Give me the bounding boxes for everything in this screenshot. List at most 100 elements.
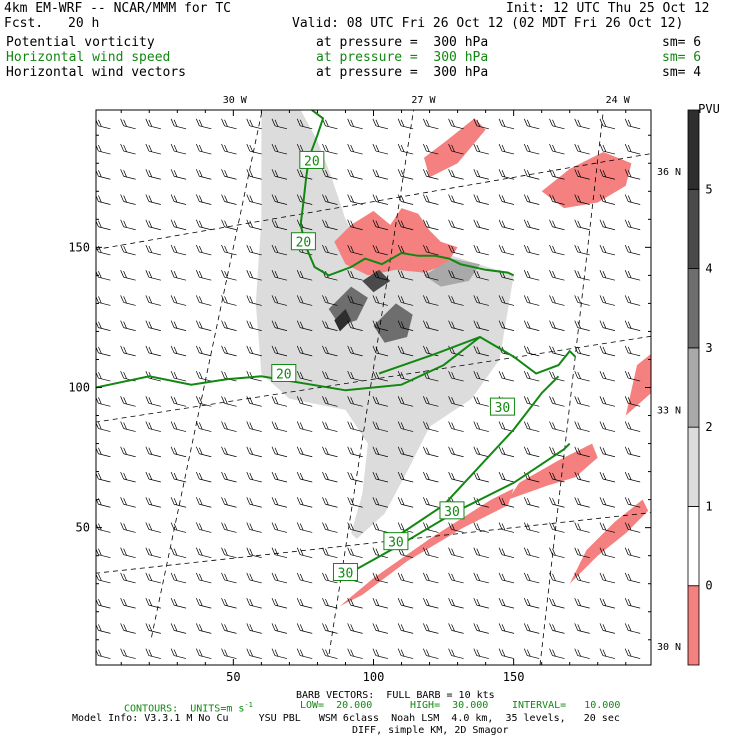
- contour-label-5: 30: [388, 536, 404, 551]
- wind-barb-24: [120, 597, 136, 609]
- wind-barb-21: [96, 119, 111, 130]
- wind-barb-167: [271, 320, 288, 331]
- wind-barb-421: [574, 572, 590, 584]
- wind-barb-26: [120, 547, 136, 559]
- wind-barb-199: [322, 623, 338, 634]
- wind-barb-242: [372, 648, 388, 659]
- pv-region-10: [373, 303, 413, 343]
- wind-barb-269: [397, 522, 414, 533]
- pv-region-3: [508, 443, 598, 500]
- wind-barb-248: [372, 497, 388, 508]
- wind-barb-319: [448, 370, 464, 382]
- wind-barb-330: [473, 648, 489, 659]
- wind-barb-56: [145, 345, 161, 357]
- wind-barb-169: [271, 270, 288, 281]
- contour-units: CONTOURS: UNITS=m s-1: [124, 700, 253, 714]
- wind-barb-342: [473, 345, 489, 357]
- wind-barb-58: [145, 295, 161, 306]
- wind-barb-129: [221, 169, 237, 180]
- wind-barb-25: [120, 572, 136, 584]
- model-info: Model Info: V3.3.1 M No Cu YSU PBL WSM 6…: [72, 713, 620, 724]
- wind-barb-200: [322, 597, 338, 609]
- wind-barb-28: [120, 497, 136, 508]
- wind-barb-160: [271, 497, 288, 508]
- wind-barb-27: [120, 522, 136, 533]
- graticule-line-3: [96, 153, 651, 250]
- contour-label-0: 20: [304, 154, 320, 169]
- wind-barb-277: [397, 320, 414, 331]
- wind-barb-417: [549, 118, 565, 130]
- wind-barb-138: [246, 497, 262, 508]
- wind-barb-468: [624, 497, 641, 508]
- contour-label-box-5: [383, 532, 409, 551]
- wind-barb-94: [195, 497, 212, 508]
- wind-barb-254: [372, 345, 388, 357]
- wind-barb-59: [145, 270, 161, 281]
- wind-barb-469: [624, 471, 641, 483]
- wind-barb-270: [397, 497, 414, 508]
- contour-label-box-0: [299, 150, 325, 169]
- wind-barb-35: [120, 320, 136, 331]
- wind-barb-209: [322, 370, 338, 382]
- wind-barb-335: [473, 522, 489, 533]
- wind-barb-230: [347, 396, 363, 407]
- wind-barb-4: [96, 548, 111, 559]
- wind-barb-131: [221, 118, 237, 130]
- wind-barb-161: [271, 471, 288, 483]
- wind-barb-162: [271, 446, 288, 458]
- wind-barb-77: [170, 370, 187, 382]
- wind-barb-241: [347, 118, 363, 130]
- wind-barb-334: [473, 547, 489, 559]
- wind-barb-416: [549, 143, 565, 155]
- field-level-pv: at pressure = 300 hPa: [316, 35, 489, 50]
- wind-barb-229: [347, 421, 363, 432]
- wind-barb-386: [523, 345, 540, 357]
- wind-barb-84: [170, 194, 187, 205]
- wind-barb-412: [549, 244, 565, 256]
- wind-barb-346: [473, 244, 489, 256]
- pv-region-11: [362, 269, 391, 293]
- wind-barb-252: [372, 396, 388, 407]
- wind-barb-16: [96, 245, 111, 256]
- wind-barb-109: [195, 118, 212, 130]
- wind-barb-380: [523, 497, 540, 508]
- wind-barb-132: [246, 648, 262, 659]
- wind-barb-164: [271, 396, 288, 407]
- wind-barb-102: [195, 295, 212, 306]
- contour-label-box-3: [489, 397, 515, 416]
- wind-barb-116: [221, 497, 237, 508]
- wind-barb-14: [96, 295, 111, 306]
- wind-barb-347: [473, 219, 489, 231]
- wind-barb-337: [473, 471, 489, 483]
- wind-barb-107: [195, 169, 212, 180]
- wind-barb-353: [498, 623, 515, 634]
- wind-barb-393: [523, 169, 540, 180]
- colorbar-tick-3: 3: [705, 341, 712, 355]
- wind-barb-274: [397, 396, 414, 407]
- wind-barb-405: [549, 421, 565, 432]
- wind-barb-436: [574, 194, 590, 205]
- wind-barb-440: [599, 648, 616, 659]
- wind-barb-326: [448, 194, 464, 205]
- wind-barb-479: [624, 219, 641, 231]
- y-tick-label-150: 150: [68, 240, 90, 254]
- wind-barb-394: [523, 143, 540, 155]
- wind-barb-178: [296, 597, 313, 609]
- wind-barb-19: [96, 169, 111, 180]
- wind-barb-452: [599, 345, 616, 357]
- wind-barb-73: [170, 471, 187, 483]
- colorbar-band-5: [687, 188, 700, 269]
- wind-barb-316: [448, 446, 464, 458]
- wind-barb-173: [271, 169, 288, 180]
- wind-barb-238: [347, 194, 363, 205]
- wind-barb-266: [397, 597, 414, 609]
- wind-barb-377: [523, 572, 540, 584]
- field-level-wind-vectors: at pressure = 300 hPa: [316, 65, 489, 80]
- wind-barb-338: [473, 446, 489, 458]
- wind-barb-71: [170, 522, 187, 533]
- wind-barb-339: [473, 421, 489, 432]
- wind-barb-317: [448, 421, 464, 432]
- wind-barb-429: [574, 370, 590, 382]
- wind-barb-95: [195, 471, 212, 483]
